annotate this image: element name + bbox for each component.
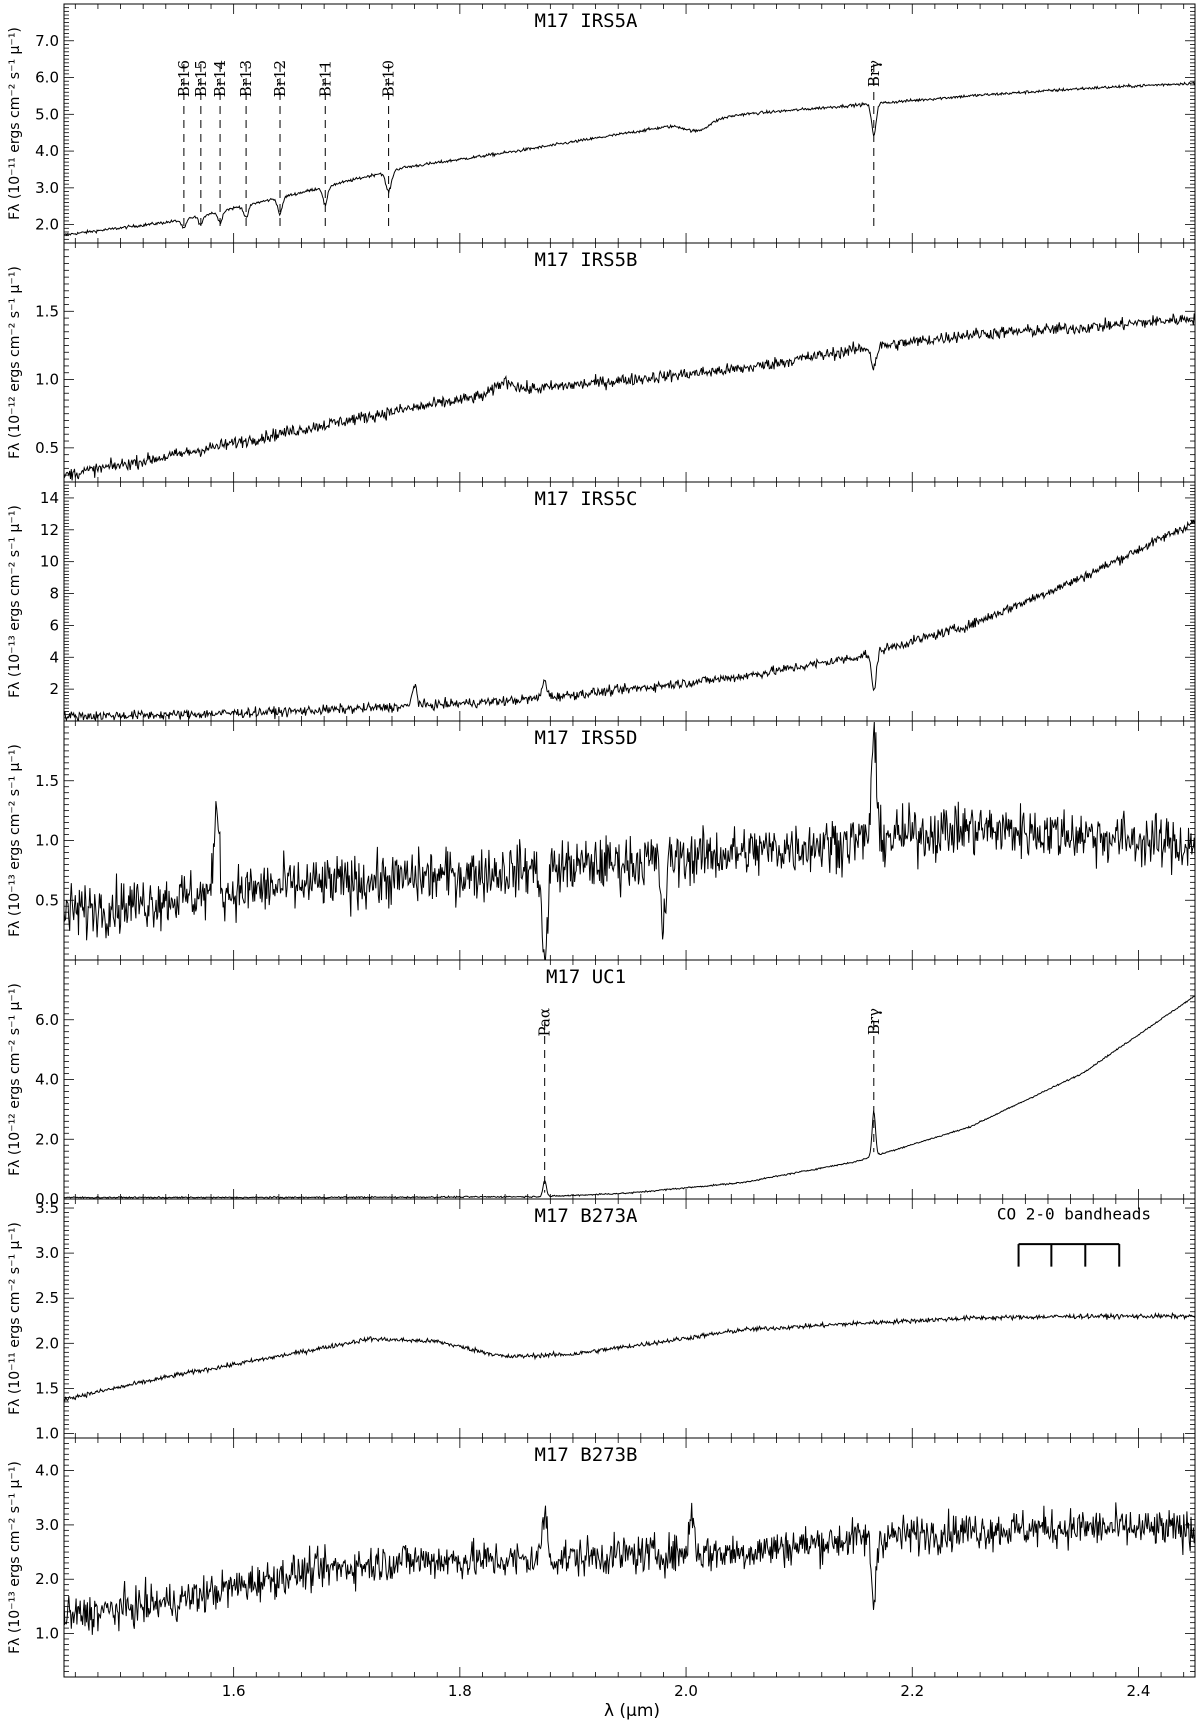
y-tick-label: 2.0 <box>35 1334 59 1352</box>
spectrum-line <box>63 721 1196 960</box>
y-tick-label: 4.0 <box>35 1462 59 1480</box>
y-tick-label: 3.0 <box>35 1244 59 1262</box>
x-tick-label: 2.2 <box>900 1682 924 1700</box>
y-tick-label: 0.0 <box>35 1190 59 1208</box>
y-tick-label: 3.0 <box>35 1516 59 1534</box>
spectrum-line <box>63 519 1196 722</box>
x-axis-label: λ (μm) <box>604 1701 660 1720</box>
y-tick-label: 4 <box>49 648 59 666</box>
panel-title: M17 B273B <box>535 1444 638 1466</box>
y-tick-label: 2 <box>49 680 59 698</box>
spectrum-line <box>63 995 1196 1199</box>
y-axis-label: Fλ (10⁻¹³ ergs cm⁻² s⁻¹ μ⁻¹) <box>7 744 23 937</box>
y-tick-label: 14 <box>40 489 59 507</box>
y-tick-label: 6 <box>49 616 59 634</box>
y-tick-label: 8 <box>49 585 59 603</box>
panel-frame <box>63 242 1196 483</box>
spectrum-line <box>63 1311 1196 1402</box>
spectrum-panel: 2.0 3.0 4.0 5.0 6.0 7.0 Fλ (10⁻¹¹ ergs cm⁻² s⁻… <box>7 3 1196 244</box>
line-id-label: Brγ <box>865 1008 883 1035</box>
y-tick-label: 4.0 <box>35 142 59 160</box>
y-tick-label: 5.0 <box>35 105 59 123</box>
spectrum-panel: 2 4 6 8 10 12 14 Fλ (10⁻¹³ ergs cm⁻² s⁻¹ μ⁻¹) M1… <box>7 481 1196 722</box>
panel-title: M17 IRS5A <box>535 10 639 32</box>
y-tick-label: 1.5 <box>35 772 59 790</box>
spectrum-line <box>63 81 1196 236</box>
panel-title: M17 B273A <box>535 1205 639 1227</box>
y-tick-label: 0.5 <box>35 439 59 457</box>
spectrum-line <box>63 313 1196 481</box>
panel-frame <box>63 959 1196 1200</box>
spectrum-panel: 1.0 2.0 3.0 4.0 Fλ (10⁻¹³ ergs cm⁻² s⁻¹ μ⁻¹)… <box>7 1437 1196 1678</box>
y-axis-label: Fλ (10⁻¹¹ ergs cm⁻² s⁻¹ μ⁻¹) <box>7 27 23 220</box>
y-tick-label: 1.5 <box>35 302 59 320</box>
y-tick-label: 1.0 <box>35 371 59 389</box>
y-tick-label: 1.0 <box>35 1424 59 1442</box>
y-tick-label: 2.5 <box>35 1289 59 1307</box>
y-tick-label: 1.0 <box>35 832 59 850</box>
y-tick-label: 0.5 <box>35 891 59 909</box>
panel-title: M17 IRS5B <box>535 249 638 271</box>
y-tick-label: 4.0 <box>35 1071 59 1089</box>
panel-title: M17 UC1 <box>546 966 626 988</box>
y-tick-label: 10 <box>40 553 59 571</box>
y-tick-label: 12 <box>40 521 59 539</box>
y-tick-label: 6.0 <box>35 1011 59 1029</box>
spectrum-line <box>63 1502 1196 1635</box>
co-bandheads-label: CO 2-0 bandheads <box>997 1205 1151 1224</box>
y-axis-label: Fλ (10⁻¹² ergs cm⁻² s⁻¹ μ⁻¹) <box>7 266 23 459</box>
spectrum-panel: 0.0 2.0 4.0 6.0 Fλ (10⁻¹² ergs cm⁻² s⁻¹ μ⁻¹)… <box>7 959 1196 1208</box>
spectrum-panel: 0.5 1.0 1.5 Fλ (10⁻¹² ergs cm⁻² s⁻¹ μ⁻¹) M17… <box>7 242 1196 483</box>
y-tick-label: 2.0 <box>35 216 59 234</box>
spectrum-panel: 0.5 1.0 1.5 Fλ (10⁻¹³ ergs cm⁻² s⁻¹ μ⁻¹) M17… <box>7 720 1196 961</box>
y-tick-label: 6.0 <box>35 69 59 87</box>
panel-title: M17 IRS5D <box>535 727 638 749</box>
y-tick-label: 2.0 <box>35 1130 59 1148</box>
y-axis-label: Fλ (10⁻¹² ergs cm⁻² s⁻¹ μ⁻¹) <box>7 983 23 1176</box>
panel-frame <box>63 1198 1196 1439</box>
x-tick-label: 1.8 <box>448 1682 472 1700</box>
x-tick-label: 1.6 <box>222 1682 246 1700</box>
y-tick-label: 1.5 <box>35 1379 59 1397</box>
y-tick-label: 7.0 <box>35 32 59 50</box>
x-tick-label: 2.4 <box>1127 1682 1151 1700</box>
spectrum-panel: 1.0 1.5 2.0 2.5 3.0 3.5 Fλ (10⁻¹¹ ergs cm⁻² s⁻… <box>7 1198 1196 1442</box>
panel-frame <box>63 1437 1196 1678</box>
y-axis-label: Fλ (10⁻¹³ ergs cm⁻² s⁻¹ μ⁻¹) <box>7 1461 23 1654</box>
panel-title: M17 IRS5C <box>535 488 638 510</box>
y-tick-label: 1.0 <box>35 1625 59 1643</box>
y-axis-label: Fλ (10⁻¹¹ ergs cm⁻² s⁻¹ μ⁻¹) <box>7 1222 23 1415</box>
y-tick-label: 3.5 <box>35 1199 59 1217</box>
line-id-label: Brγ <box>865 60 883 87</box>
x-tick-label: 2.0 <box>674 1682 698 1700</box>
panel-frame <box>63 720 1196 961</box>
y-axis-label: Fλ (10⁻¹³ ergs cm⁻² s⁻¹ μ⁻¹) <box>7 505 23 698</box>
spectra-panels: 2.0 3.0 4.0 5.0 6.0 7.0 Fλ (10⁻¹¹ ergs cm⁻² s⁻… <box>7 3 1196 1700</box>
y-tick-label: 2.0 <box>35 1570 59 1588</box>
y-tick-label: 3.0 <box>35 179 59 197</box>
